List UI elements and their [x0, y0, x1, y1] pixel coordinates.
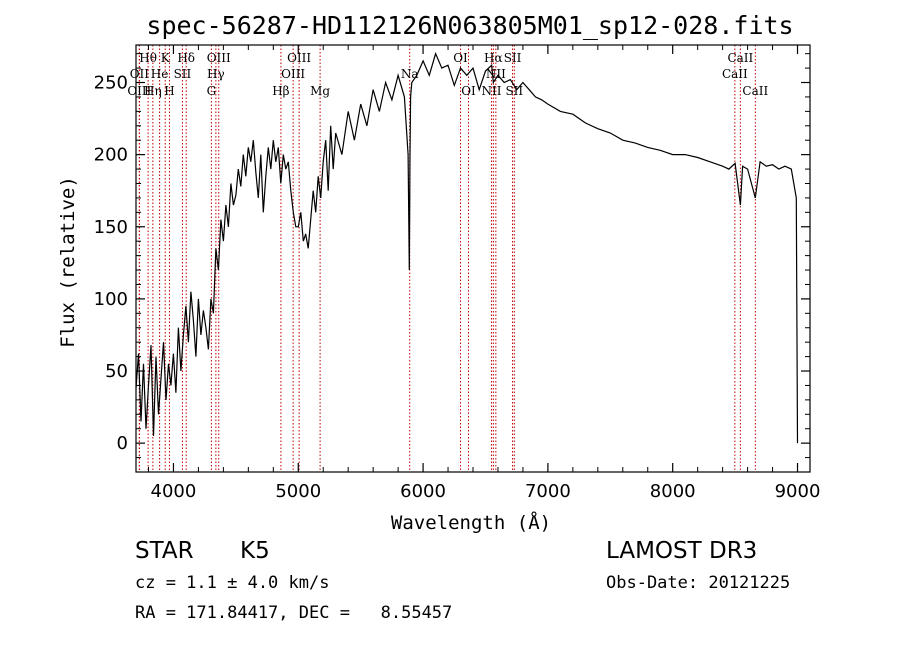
spectral-line-label: Mg	[310, 84, 330, 98]
y-tick-label: 50	[105, 361, 128, 382]
y-tick-label: 250	[94, 73, 128, 94]
spectral-line-label: OIII	[127, 84, 151, 98]
spectral-line-label: K	[161, 51, 171, 65]
spectral-line-label: He	[151, 67, 169, 81]
spectral-line-label: NII	[481, 84, 501, 98]
x-tick-label: 5000	[275, 481, 321, 502]
x-axis-label: Wavelength (Å)	[391, 511, 551, 534]
object-class: STAR	[135, 538, 194, 564]
x-tick-label: 7000	[525, 481, 571, 502]
redshift-velocity: cz = 1.1 ± 4.0 km/s	[135, 573, 330, 593]
spectral-line-label: OIII	[207, 51, 231, 65]
spectral-line-label: OI	[453, 51, 468, 65]
spectral-line-label: Hθ	[139, 51, 157, 65]
sky-coordinates: RA = 171.84417, DEC = 8.55457	[135, 603, 453, 623]
spectral-line-label: G	[207, 84, 217, 98]
x-tick-label: 9000	[775, 481, 821, 502]
x-tick-label: 6000	[400, 481, 446, 502]
spectral-line-label: Hβ	[272, 84, 289, 98]
y-tick-label: 0	[117, 433, 128, 454]
spectral-line-label: OIII	[287, 51, 311, 65]
y-tick-label: 200	[94, 145, 128, 166]
spectral-line-label: Hδ	[177, 51, 195, 65]
chart-title: spec-56287-HD112126N063805M01_sp12-028.f…	[146, 11, 793, 40]
spectral-line-label: CaII	[727, 51, 753, 65]
axis-ticks: 4000 5000 6000 7000 8000 9000 0 50 100 150 200 250	[94, 45, 821, 502]
observation-date: Obs-Date: 20121225	[606, 573, 791, 593]
spectral-line-label: SII	[505, 84, 523, 98]
spectral-line-label: Hγ	[207, 67, 225, 81]
spectral-line-label: SII	[174, 67, 192, 81]
spectral-line-label: CaII	[722, 67, 748, 81]
survey-name: LAMOST DR3	[606, 538, 758, 564]
spectral-line-label: NII	[486, 67, 506, 81]
spectral-line-label: SII	[504, 51, 522, 65]
y-axis-label: Flux (relative)	[57, 176, 79, 348]
spectral-line-label: H	[164, 84, 174, 98]
spectral-line-label: Hη	[144, 84, 162, 98]
spectral-line-label: OI	[461, 84, 476, 98]
y-tick-label: 150	[94, 217, 128, 238]
spectral-line-label: OII	[130, 67, 150, 81]
flux-series-line	[135, 51, 799, 444]
spectral-line-label: Hα	[484, 51, 503, 65]
x-tick-label: 8000	[650, 481, 696, 502]
object-subclass: K5	[240, 538, 270, 564]
x-tick-label: 4000	[151, 481, 197, 502]
spectral-line-label: Na	[401, 67, 419, 81]
spectral-line-label: OIII	[281, 67, 305, 81]
y-tick-label: 100	[94, 289, 128, 310]
spectral-line-label: CaII	[742, 84, 768, 98]
spectral-line-markers	[138, 45, 756, 472]
plot-frame	[135, 44, 811, 473]
